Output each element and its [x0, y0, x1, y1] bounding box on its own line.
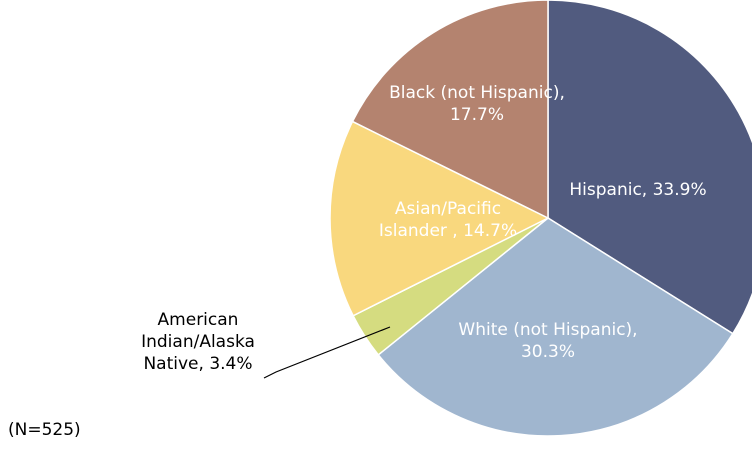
slice-label-asian-pacific-islander: Asian/Pacific Islander , 14.7% [379, 199, 517, 241]
pie-slices [329, 0, 752, 437]
slice-label-hispanic: Hispanic, 33.9% [569, 180, 706, 200]
slice-label-black-not-hispanic: Black (not Hispanic), 17.7% [389, 83, 565, 125]
slice-label-line: Islander , 14.7% [379, 221, 517, 241]
slice-label-line: White (not Hispanic), [458, 320, 637, 340]
slice-label-line: Indian/Alaska [141, 332, 255, 352]
slice-label-line: Native, 3.4% [143, 354, 252, 374]
slice-labels: Hispanic, 33.9% White (not Hispanic), 30.3… [141, 83, 707, 374]
leader-line-american-indian-alaska-native [263, 326, 391, 379]
pie-slice-asian-pacific-islander [329, 120, 550, 317]
slice-label-american-indian-alaska-native: American Indian/Alaska Native, 3.4% [141, 310, 255, 374]
slice-label-line: Black (not Hispanic), [389, 83, 565, 103]
leader-lines [263, 326, 391, 379]
slice-label-line: Asian/Pacific [395, 199, 501, 219]
slice-label-line: Hispanic, 33.9% [569, 180, 706, 200]
slice-label-line: American [158, 310, 239, 330]
sample-size-note: (N=525) [8, 420, 81, 440]
pie-slice-hispanic [547, 0, 752, 335]
slice-label-line: 30.3% [521, 342, 575, 362]
slice-label-line: 17.7% [450, 105, 504, 125]
pie-slice-black-not-hispanic [351, 0, 549, 220]
slice-label-white-not-hispanic: White (not Hispanic), 30.3% [458, 320, 637, 362]
pie-slice-white-not-hispanic [377, 217, 734, 437]
